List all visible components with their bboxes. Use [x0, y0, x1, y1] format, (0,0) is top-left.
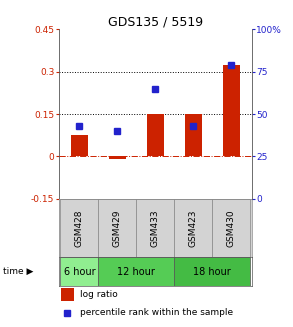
Bar	[98, 257, 174, 286]
Text: 6 hour: 6 hour	[64, 267, 95, 277]
Text: GSM428: GSM428	[75, 209, 84, 247]
Bar	[98, 199, 136, 257]
Title: GDS135 / 5519: GDS135 / 5519	[108, 15, 203, 28]
Text: GSM433: GSM433	[151, 209, 160, 247]
Text: GSM429: GSM429	[113, 209, 122, 247]
Bar	[212, 199, 250, 257]
Text: GSM430: GSM430	[226, 209, 236, 247]
Bar	[61, 288, 74, 301]
Bar	[60, 199, 98, 257]
Bar	[71, 135, 88, 156]
Bar	[60, 257, 98, 286]
Text: 18 hour: 18 hour	[193, 267, 231, 277]
Bar	[185, 114, 202, 156]
Text: time ▶: time ▶	[3, 267, 33, 276]
Text: 12 hour: 12 hour	[117, 267, 155, 277]
Bar	[109, 156, 126, 159]
Bar	[136, 199, 174, 257]
Bar	[223, 65, 240, 156]
Bar	[147, 114, 164, 156]
Text: percentile rank within the sample: percentile rank within the sample	[80, 308, 233, 318]
Bar	[174, 199, 212, 257]
Bar	[174, 257, 250, 286]
Text: GSM423: GSM423	[189, 209, 198, 247]
Text: log ratio: log ratio	[80, 290, 117, 299]
